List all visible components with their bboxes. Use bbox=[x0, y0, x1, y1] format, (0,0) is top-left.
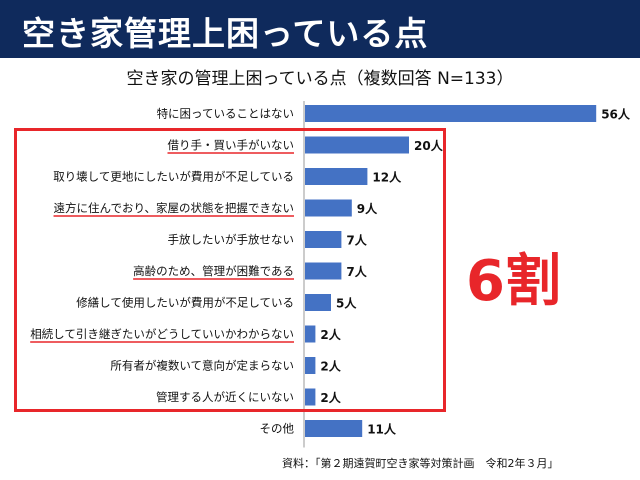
category-label: 遠方に住んでおり、家屋の状態を把握できない bbox=[54, 201, 294, 215]
data-label: 12人 bbox=[372, 170, 402, 185]
bar bbox=[305, 231, 342, 248]
data-label: 20人 bbox=[414, 138, 444, 153]
category-label: 修繕して使用したいが費用が不足している bbox=[76, 296, 294, 310]
header-banner: 空き家管理上困っている点 bbox=[0, 0, 640, 58]
category-label: 相続して引き継ぎたいがどうしていいかわからない bbox=[30, 327, 294, 341]
bar bbox=[305, 136, 409, 154]
data-label: 2人 bbox=[320, 327, 341, 342]
bar bbox=[305, 199, 352, 217]
highlight-box bbox=[14, 128, 446, 412]
bar bbox=[305, 262, 342, 280]
data-label: 7人 bbox=[346, 264, 367, 279]
category-label: 高齢のため、管理が困難である bbox=[133, 264, 294, 278]
data-label: 9人 bbox=[357, 201, 378, 216]
source-note: 資料：「第２期遠賀町空き家等対策計画 令和2年３月」 bbox=[282, 457, 559, 470]
category-label: 所有者が複数いて意向が定まらない bbox=[110, 359, 294, 373]
data-label: 2人 bbox=[320, 359, 341, 374]
category-label: 管理する人が近くにいない bbox=[156, 390, 294, 404]
bar bbox=[305, 294, 331, 311]
chart-title: 空き家の管理上困っている点（複数回答 N=133） bbox=[126, 69, 514, 89]
bar bbox=[305, 357, 316, 374]
bar bbox=[305, 388, 316, 406]
bar bbox=[305, 105, 597, 122]
data-label: 2人 bbox=[320, 390, 341, 405]
data-label: 5人 bbox=[336, 296, 357, 311]
page-title: 空き家管理上困っている点 bbox=[22, 14, 429, 53]
bar bbox=[305, 420, 363, 437]
category-label: その他 bbox=[260, 422, 295, 436]
category-label: 特に困っていることはない bbox=[157, 107, 294, 121]
bar bbox=[305, 168, 368, 185]
data-label: 7人 bbox=[346, 233, 367, 248]
category-label: 借り手・買い手がいない bbox=[168, 138, 295, 152]
data-label: 56人 bbox=[601, 107, 631, 122]
category-label: 手放したいが手放せない bbox=[168, 233, 295, 247]
bar bbox=[305, 325, 316, 343]
data-label: 11人 bbox=[367, 422, 397, 437]
percentage-annotation: 6割 bbox=[466, 249, 561, 314]
category-label: 取り壊して更地にしたいが費用が不足している bbox=[53, 170, 294, 184]
